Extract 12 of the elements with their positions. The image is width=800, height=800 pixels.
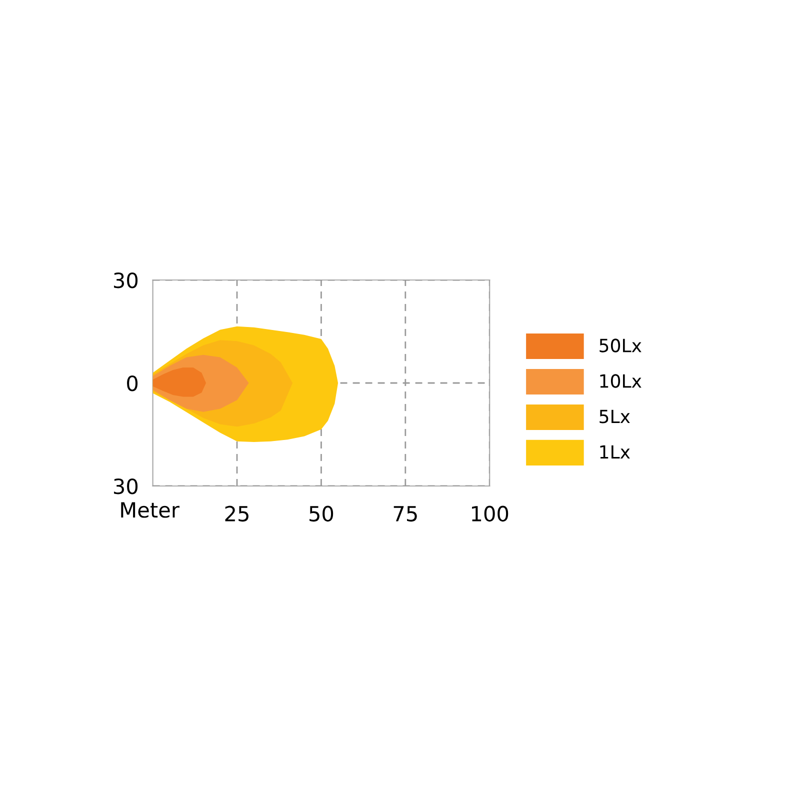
legend-label: 1Lx [600, 445, 630, 459]
y-tick-label: 30 [114, 478, 138, 494]
x-axis-title: Meter [121, 502, 180, 518]
x-tick-label: 100 [472, 506, 508, 522]
x-tick-label: 25 [225, 506, 248, 522]
x-tick-label: 50 [310, 506, 334, 522]
legend-label: 10Lx [600, 374, 642, 388]
legend-label: 5Lx [600, 410, 630, 424]
y-tick-label: 0 [127, 375, 138, 392]
y-tick-label: 30 [114, 272, 138, 288]
x-tick-label: 75 [394, 506, 417, 522]
legend-label: 50Lx [600, 338, 642, 352]
